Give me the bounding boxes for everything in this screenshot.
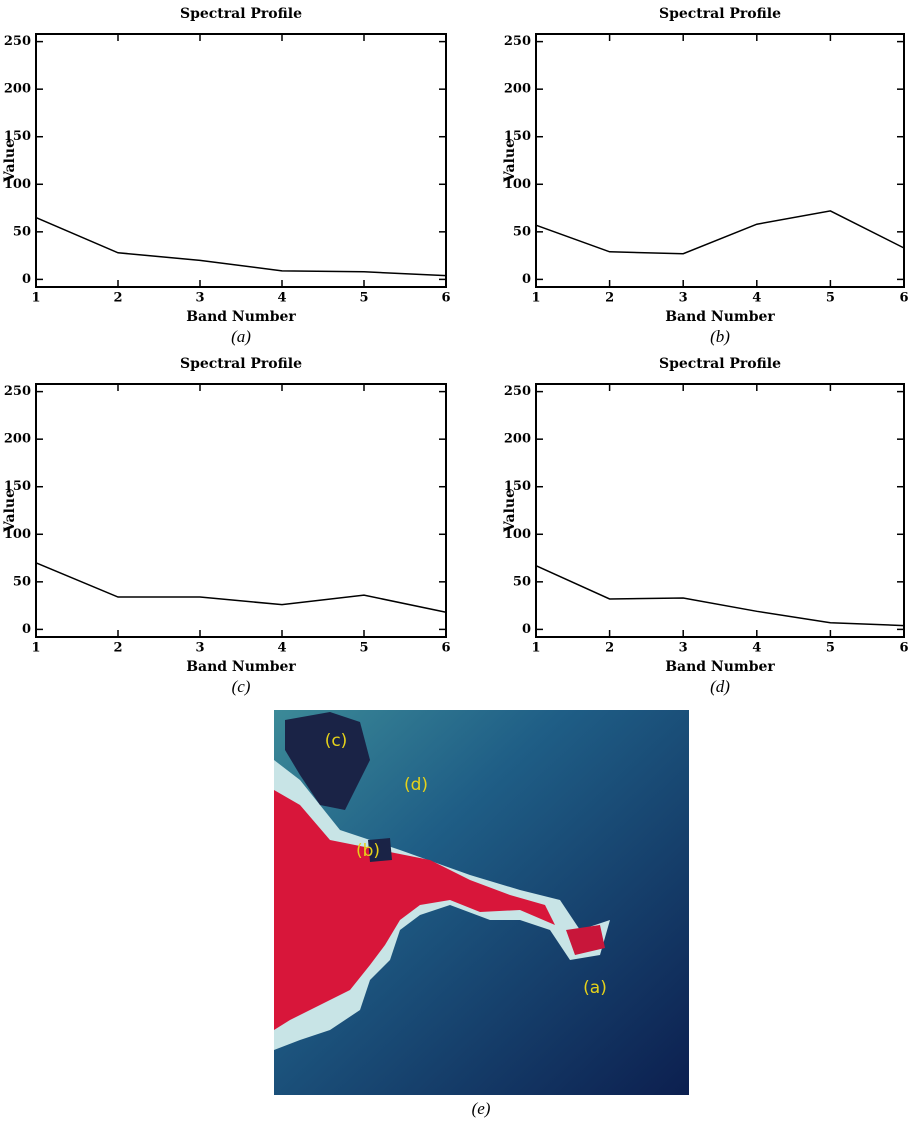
plot-frame <box>535 33 905 288</box>
image-label: (c) <box>325 731 348 751</box>
x-tick-label: 2 <box>113 291 122 306</box>
data-line <box>35 216 447 277</box>
panel-caption: (b) <box>710 327 730 346</box>
y-tick-label: 50 <box>13 574 31 589</box>
x-axis-label: Band Number <box>665 309 775 325</box>
plot-frame <box>535 383 905 638</box>
data-line <box>535 210 905 255</box>
y-tick-label: 50 <box>13 224 31 239</box>
panel-caption: (d) <box>710 677 730 696</box>
x-tick-label: 5 <box>826 641 835 656</box>
x-tick-label: 5 <box>359 291 368 306</box>
x-tick-label: 2 <box>605 641 614 656</box>
y-tick-label: 200 <box>4 82 31 97</box>
satellite-image <box>274 710 689 1095</box>
x-tick-label: 2 <box>113 641 122 656</box>
x-tick-label: 3 <box>679 641 688 656</box>
data-line <box>535 564 905 627</box>
y-tick-label: 0 <box>22 622 31 637</box>
x-tick-label: 4 <box>277 291 286 306</box>
x-tick-label: 4 <box>752 641 761 656</box>
chart-title: Spectral Profile <box>180 6 302 22</box>
x-tick-label: 3 <box>195 291 204 306</box>
x-tick-label: 2 <box>605 291 614 306</box>
chart: Spectral Profile 0 50 100 150 200 250 1 2 3 4 5 6 Ban… <box>2 6 451 346</box>
y-tick-label: 50 <box>513 224 531 239</box>
y-tick-label: 150 <box>504 129 531 144</box>
x-tick-label: 5 <box>826 291 835 306</box>
y-tick-label: 0 <box>522 622 531 637</box>
x-tick-label: 1 <box>31 291 40 306</box>
data-line <box>35 562 447 614</box>
chart: Spectral Profile 0 50 100 150 200 250 1 2 3 4 5 6 Ban… <box>502 356 909 696</box>
y-tick-label: 0 <box>522 272 531 287</box>
panel-caption: (c) <box>232 677 251 696</box>
plot-frame <box>35 383 447 638</box>
x-tick-label: 5 <box>359 641 368 656</box>
x-axis-label: Band Number <box>665 659 775 675</box>
x-tick-label: 1 <box>531 291 540 306</box>
x-tick-label: 4 <box>752 291 761 306</box>
image-label: (a) <box>583 978 607 998</box>
chart: Spectral Profile 0 50 100 150 200 250 1 2 3 4 5 6 Ban… <box>2 356 451 696</box>
y-tick-label: 200 <box>4 432 31 447</box>
image-label: (b) <box>356 841 380 861</box>
y-tick-label: 100 <box>504 527 531 542</box>
y-tick-label: 150 <box>4 129 31 144</box>
y-tick-label: 50 <box>513 574 531 589</box>
y-tick-label: 0 <box>22 272 31 287</box>
y-axis-label: Value <box>2 139 18 183</box>
y-tick-label: 250 <box>504 34 531 49</box>
x-tick-label: 4 <box>277 641 286 656</box>
x-tick-label: 1 <box>31 641 40 656</box>
y-tick-label: 200 <box>504 82 531 97</box>
y-tick-label: 100 <box>4 177 31 192</box>
chart-title: Spectral Profile <box>659 6 781 22</box>
x-tick-label: 3 <box>195 641 204 656</box>
y-tick-label: 100 <box>4 527 31 542</box>
y-axis-label: Value <box>2 489 18 533</box>
y-tick-label: 250 <box>4 34 31 49</box>
y-tick-label: 150 <box>4 479 31 494</box>
y-axis-label: Value <box>502 139 518 183</box>
y-tick-label: 250 <box>504 384 531 399</box>
y-tick-label: 250 <box>4 384 31 399</box>
chart-title: Spectral Profile <box>659 356 781 372</box>
y-tick-label: 100 <box>504 177 531 192</box>
chart: Spectral Profile 0 50 100 150 200 250 1 2 3 4 5 6 Ban… <box>502 6 909 346</box>
y-tick-label: 200 <box>504 432 531 447</box>
x-tick-label: 3 <box>679 291 688 306</box>
plot-frame <box>35 33 447 288</box>
image-label: (d) <box>404 775 428 795</box>
y-axis-label: Value <box>502 489 518 533</box>
image-caption: (e) <box>472 1099 491 1118</box>
x-tick-label: 6 <box>441 291 450 306</box>
x-tick-label: 1 <box>531 641 540 656</box>
y-tick-label: 150 <box>504 479 531 494</box>
x-axis-label: Band Number <box>186 659 296 675</box>
x-tick-label: 6 <box>899 641 908 656</box>
panel-caption: (a) <box>231 327 251 346</box>
x-tick-label: 6 <box>899 291 908 306</box>
x-tick-label: 6 <box>441 641 450 656</box>
x-axis-label: Band Number <box>186 309 296 325</box>
chart-title: Spectral Profile <box>180 356 302 372</box>
